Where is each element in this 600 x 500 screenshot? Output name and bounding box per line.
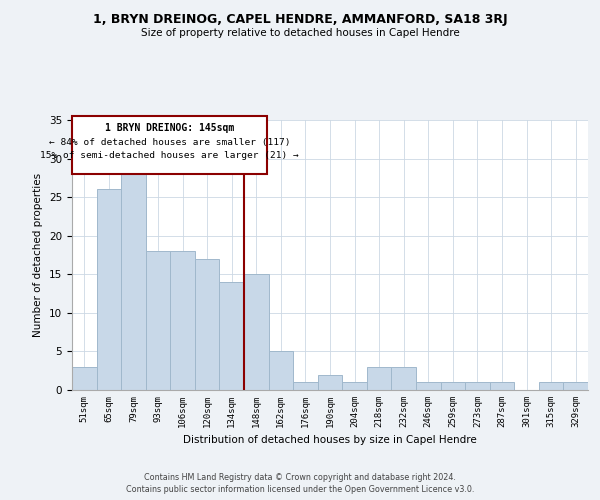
Text: 1 BRYN DREINOG: 145sqm: 1 BRYN DREINOG: 145sqm — [105, 123, 234, 133]
X-axis label: Distribution of detached houses by size in Capel Hendre: Distribution of detached houses by size … — [183, 436, 477, 446]
Bar — [465, 382, 490, 390]
Bar — [367, 367, 391, 390]
Bar — [170, 251, 195, 390]
Bar — [220, 282, 244, 390]
Text: ← 84% of detached houses are smaller (117): ← 84% of detached houses are smaller (11… — [49, 138, 290, 146]
Bar — [416, 382, 440, 390]
Bar — [195, 259, 220, 390]
Bar — [97, 190, 121, 390]
Bar — [146, 251, 170, 390]
Bar — [342, 382, 367, 390]
Bar — [121, 174, 146, 390]
Bar — [293, 382, 318, 390]
Text: 1, BRYN DREINOG, CAPEL HENDRE, AMMANFORD, SA18 3RJ: 1, BRYN DREINOG, CAPEL HENDRE, AMMANFORD… — [92, 12, 508, 26]
Bar — [563, 382, 588, 390]
Text: 15% of semi-detached houses are larger (21) →: 15% of semi-detached houses are larger (… — [40, 151, 299, 160]
Bar — [72, 367, 97, 390]
Bar — [539, 382, 563, 390]
Bar — [244, 274, 269, 390]
Bar — [269, 352, 293, 390]
Bar — [440, 382, 465, 390]
Bar — [490, 382, 514, 390]
Bar — [318, 374, 342, 390]
Y-axis label: Number of detached properties: Number of detached properties — [34, 173, 43, 337]
FancyBboxPatch shape — [72, 116, 268, 174]
Bar — [391, 367, 416, 390]
Text: Size of property relative to detached houses in Capel Hendre: Size of property relative to detached ho… — [140, 28, 460, 38]
Text: Contains HM Land Registry data © Crown copyright and database right 2024.: Contains HM Land Registry data © Crown c… — [144, 472, 456, 482]
Text: Contains public sector information licensed under the Open Government Licence v3: Contains public sector information licen… — [126, 485, 474, 494]
